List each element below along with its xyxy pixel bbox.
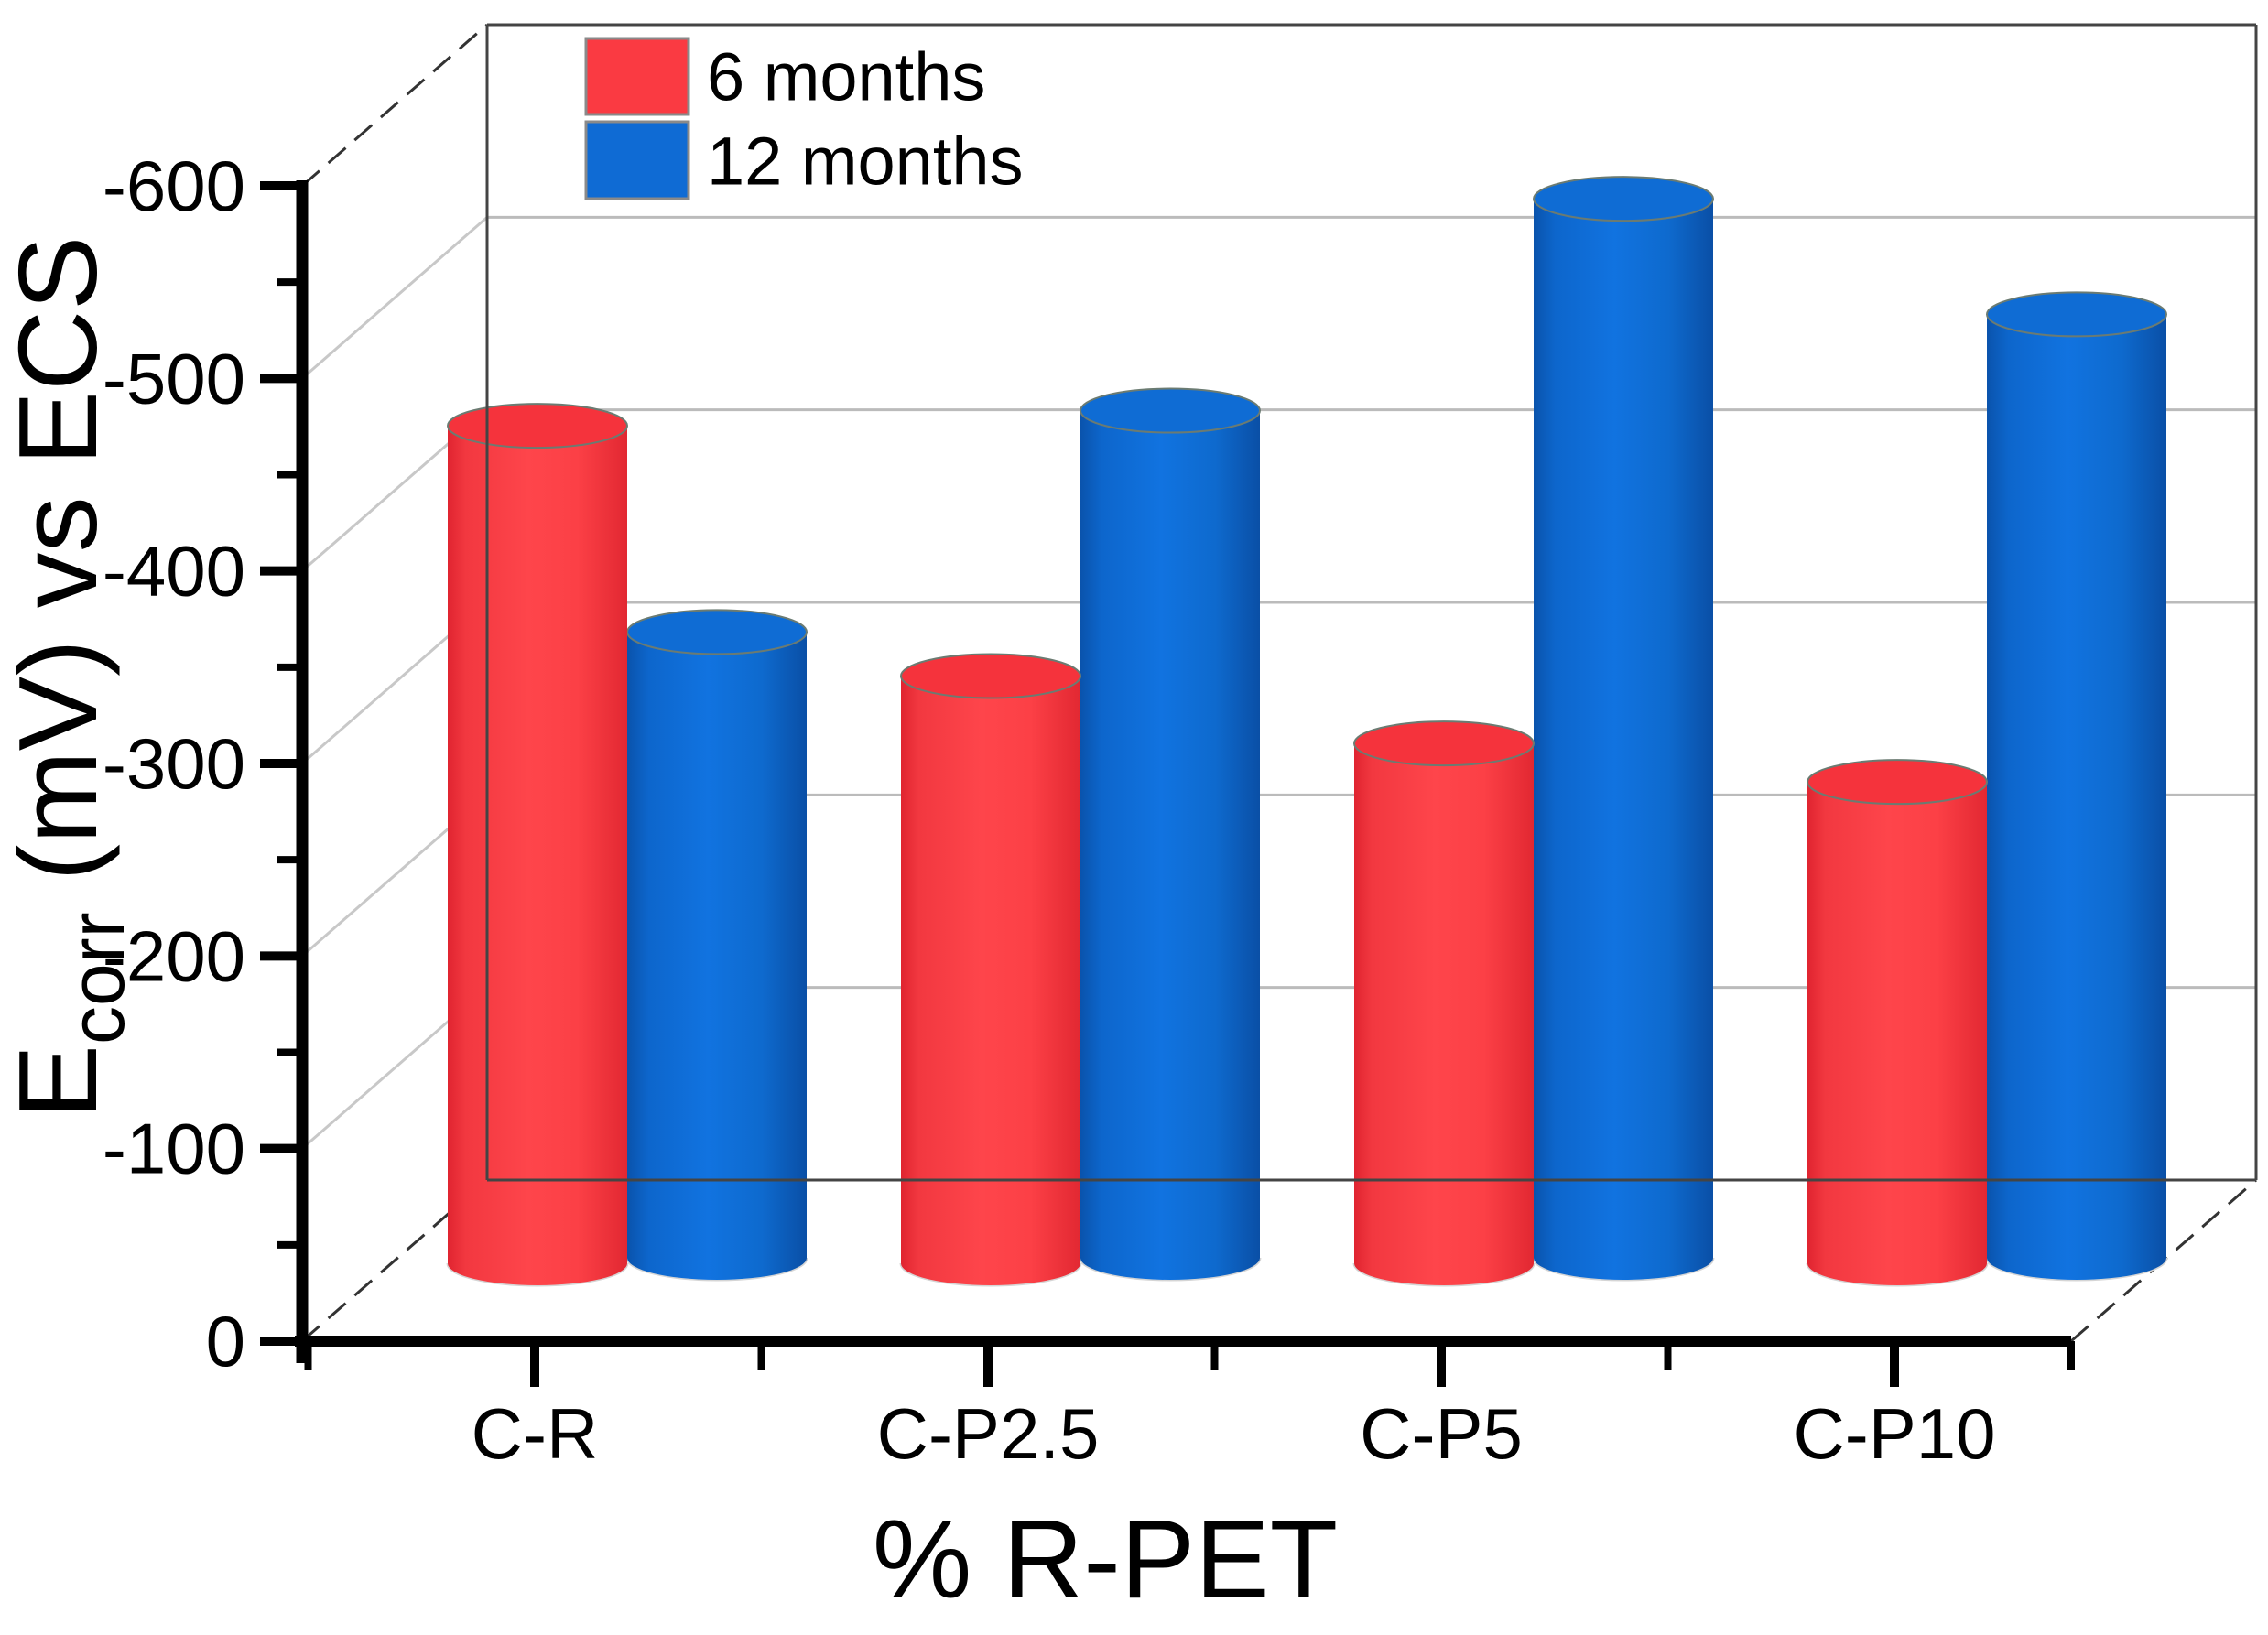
- cylinder-top: [900, 653, 1081, 699]
- x-tick-label-C-P2.5: C-P2.5: [877, 1393, 1100, 1474]
- x-tick-label-C-P10: C-P10: [1793, 1393, 1995, 1474]
- bar-12-months-C-P10: [1985, 291, 2168, 1282]
- y-title-rest: (mV) vs ECS: [0, 236, 120, 913]
- left-wall-gridline: [301, 216, 488, 380]
- cylinder-body: [1080, 410, 1260, 1281]
- bar-12-months-C-P5: [1532, 176, 1715, 1282]
- x-tick-label-C-R: C-R: [472, 1393, 599, 1474]
- svg-text:Ecorr (mV) vs ECS: Ecorr (mV) vs ECS: [0, 236, 140, 1120]
- y-title-subscript: corr: [54, 912, 140, 1045]
- bar-6-months-C-P5: [1352, 720, 1536, 1287]
- cylinder-body: [627, 632, 807, 1280]
- bar-6-months-C-P10: [1806, 759, 1989, 1287]
- tick-labels: 0 -100 -200 -300 -400 -500 -600 C-R C-P2.5 C-P5 C-…: [103, 146, 1996, 1474]
- axes: [260, 180, 2075, 1387]
- y-title-main: E: [0, 1045, 120, 1119]
- cylinder-body: [1987, 314, 2166, 1280]
- cylinder-top: [447, 403, 628, 449]
- bar-6-months-C-P2.5: [899, 653, 1082, 1287]
- bar-6-months-C-R: [446, 403, 629, 1287]
- y-tick-label--500: -500: [103, 338, 245, 418]
- cylinder-top: [626, 609, 808, 655]
- dashed-depth-edge: [301, 1178, 488, 1343]
- cylinder-body: [1807, 782, 1987, 1285]
- cylinder-top: [1533, 176, 1714, 222]
- legend-swatch-12-months: [584, 120, 690, 200]
- cylinder-body: [901, 676, 1080, 1285]
- legend-swatch-6-months: [584, 37, 690, 116]
- cylinder-top: [1080, 387, 1261, 434]
- y-axis-title: Ecorr (mV) vs ECS: [0, 236, 140, 1120]
- cylinder-top: [1986, 291, 2167, 338]
- legend-label-6-months: 6 months: [707, 39, 985, 115]
- y-tick-label-0: 0: [206, 1301, 245, 1381]
- y-tick-label--200: -200: [103, 915, 245, 996]
- bar-cylinders: [446, 176, 2168, 1287]
- x-tick-label-C-P5: C-P5: [1360, 1393, 1523, 1474]
- y-tick-label--300: -300: [103, 723, 245, 804]
- cylinder-top: [1353, 720, 1535, 767]
- bar-12-months-C-P2.5: [1079, 387, 1262, 1282]
- y-tick-label--100: -100: [103, 1109, 245, 1189]
- legend-label-12-months: 12 months: [707, 124, 1024, 200]
- cylinder-body: [1354, 743, 1534, 1285]
- plot-box-frame: [485, 23, 2258, 1182]
- y-tick-label--600: -600: [103, 146, 245, 226]
- cylinder-top: [1807, 759, 1988, 806]
- cylinder-body: [448, 426, 627, 1285]
- x-axis-title: % R-PET: [873, 1497, 1338, 1621]
- cylinder-body: [1534, 199, 1713, 1280]
- legend: 6 months 12 months: [584, 37, 1024, 200]
- dashed-depth-edge: [301, 23, 488, 188]
- y-tick-label--400: -400: [103, 531, 245, 612]
